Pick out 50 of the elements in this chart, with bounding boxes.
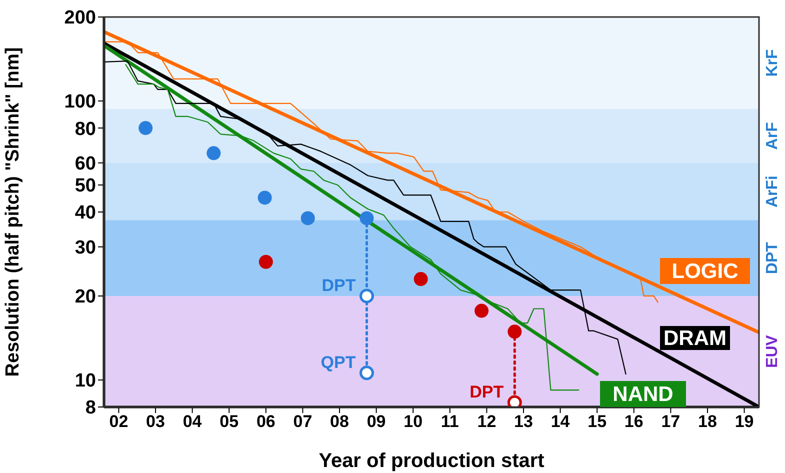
x-tick-label: 15 — [588, 412, 607, 432]
band-label: EUV — [764, 334, 781, 368]
x-tick-label: 14 — [550, 412, 570, 432]
x-axis-title: Year of production start — [318, 450, 545, 472]
y-tick-label: 80 — [74, 118, 96, 140]
x-tick-label: 16 — [624, 412, 644, 432]
point — [414, 272, 428, 286]
band-label: ArF — [764, 122, 781, 150]
x-tick-label: 17 — [661, 412, 680, 432]
y-tick-label: 200 — [64, 8, 96, 29]
point — [206, 146, 221, 160]
x-tick-label: 04 — [182, 412, 202, 432]
x-tick-label: 03 — [146, 412, 165, 432]
x-tick-label: 09 — [366, 412, 386, 432]
band-label: ArFi — [764, 176, 781, 208]
x-tick-label: 11 — [440, 412, 459, 432]
y-tick-label: 20 — [74, 286, 96, 308]
series-label: DRAM — [664, 327, 726, 350]
point — [138, 121, 153, 136]
data-label: DPT — [470, 382, 504, 402]
point — [258, 190, 272, 205]
x-tick-label: 13 — [514, 412, 533, 432]
point — [359, 366, 374, 380]
x-tick-label: 18 — [698, 412, 717, 432]
x-tick-label: 07 — [293, 412, 312, 432]
band-label: KrF — [764, 49, 781, 77]
y-tick-label: 8 — [85, 398, 96, 419]
x-tick-label: 06 — [256, 412, 276, 432]
x-tick-label: 02 — [109, 412, 128, 432]
x-tick-label: 12 — [477, 412, 496, 432]
x-tick-label: 10 — [404, 412, 423, 432]
point — [300, 211, 315, 226]
y-axis-title: Resolution (half pitch) "Shrink" [nm] — [2, 47, 24, 377]
series-label: LOGIC — [672, 260, 738, 283]
data-label: DPT — [322, 276, 356, 295]
x-tick-label: 08 — [330, 412, 349, 432]
point — [474, 304, 489, 318]
x-tick-label: 19 — [734, 412, 754, 432]
y-tick-label: 10 — [74, 370, 96, 392]
x-tick-label: 05 — [220, 412, 239, 432]
y-tick-label: 40 — [74, 202, 96, 224]
series-label: NAND — [612, 383, 674, 406]
y-tick-label: 50 — [74, 176, 96, 197]
band-label: DPT — [764, 242, 781, 274]
y-tick-label: 60 — [74, 154, 96, 175]
data-label: QPT — [320, 352, 356, 372]
y-tick-label: 30 — [74, 238, 96, 259]
y-tick-label: 100 — [64, 92, 96, 113]
point — [359, 288, 374, 304]
point — [258, 254, 273, 269]
